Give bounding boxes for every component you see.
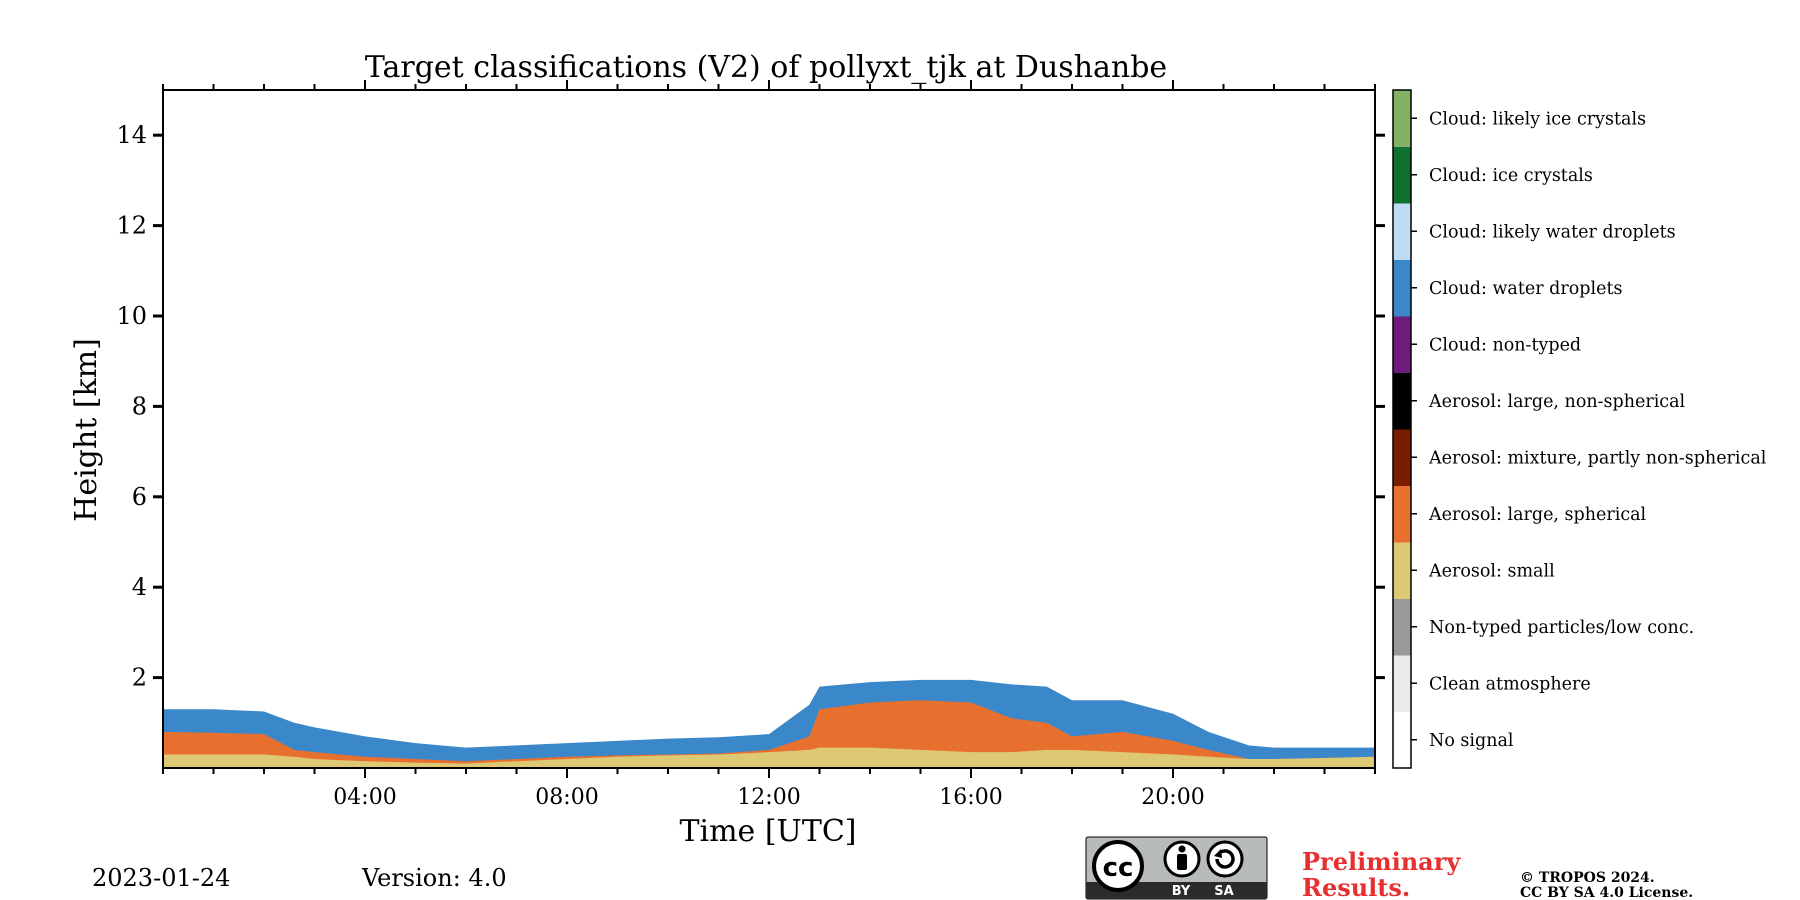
y-ticks: 2 4 6 8 10 12 14 bbox=[116, 121, 1385, 692]
footer-date: 2023-01-24 bbox=[92, 864, 230, 892]
colorbar-swatch bbox=[1393, 598, 1411, 656]
copyright-line2: CC BY SA 4.0 License. bbox=[1520, 885, 1693, 900]
colorbar-swatch bbox=[1393, 485, 1411, 543]
badge-sa-label: SA bbox=[1214, 884, 1233, 899]
x-ticks: 04:00 08:00 12:00 16:00 20:00 bbox=[162, 80, 1376, 810]
plot-background bbox=[163, 90, 1375, 768]
badge-by-label: BY bbox=[1172, 884, 1191, 899]
colorbar-label: Cloud: likely ice crystals bbox=[1429, 109, 1646, 129]
y-tick-label: 4 bbox=[132, 573, 147, 601]
colorbar-label: Aerosol: small bbox=[1428, 561, 1555, 581]
colorbar-label: Aerosol: large, non-spherical bbox=[1428, 392, 1686, 412]
colorbar: No signal Clean atmosphere Non-typed parti… bbox=[1392, 89, 1767, 769]
colorbar-swatch bbox=[1393, 372, 1411, 430]
x-tick-label: 08:00 bbox=[535, 785, 598, 810]
sa-icon bbox=[1206, 840, 1244, 878]
colorbar-swatch bbox=[1393, 146, 1411, 204]
y-tick-label: 12 bbox=[116, 212, 147, 240]
cc-license-badge: cc BY SA bbox=[1085, 836, 1268, 900]
colorbar-swatch bbox=[1393, 711, 1411, 769]
classification-layers bbox=[163, 679, 1375, 768]
colorbar-label: Aerosol: large, spherical bbox=[1428, 505, 1647, 525]
y-tick-label: 10 bbox=[116, 302, 147, 330]
colorbar-label: Non-typed particles/low conc. bbox=[1429, 618, 1694, 638]
colorbar-label: Aerosol: mixture, partly non-spherical bbox=[1428, 448, 1767, 468]
colorbar-label: No signal bbox=[1429, 731, 1514, 751]
layer-aerosol-small bbox=[163, 747, 1375, 768]
preliminary-results-line2: Results. bbox=[1302, 873, 1410, 900]
colorbar-swatch bbox=[1393, 90, 1411, 147]
colorbar-label: Cloud: water droplets bbox=[1429, 279, 1622, 299]
colorbar-swatch bbox=[1393, 542, 1411, 599]
colorbar-label: Cloud: likely water droplets bbox=[1429, 222, 1676, 242]
y-axis-label: Height [km] bbox=[69, 338, 104, 522]
footer-version: Version: 4.0 bbox=[361, 864, 507, 892]
colorbar-swatch bbox=[1393, 259, 1411, 317]
chart-title: Target classifications (V2) of pollyxt_t… bbox=[365, 50, 1167, 85]
plot-area: 04:00 08:00 12:00 16:00 20:00 2 4 6 8 10 12 14 bbox=[116, 80, 1385, 810]
y-tick-label: 2 bbox=[132, 664, 147, 692]
y-tick-label: 14 bbox=[116, 121, 147, 149]
x-tick-label: 16:00 bbox=[939, 785, 1002, 810]
x-tick-label: 20:00 bbox=[1141, 785, 1204, 810]
copyright-line1: © TROPOS 2024. bbox=[1520, 870, 1655, 886]
colorbar-frame bbox=[1392, 89, 1412, 769]
y-tick-label: 8 bbox=[132, 392, 147, 420]
preliminary-results-line1: Preliminary bbox=[1302, 847, 1461, 876]
colorbar-swatch bbox=[1393, 655, 1411, 712]
x-axis-label: Time [UTC] bbox=[680, 814, 857, 849]
by-icon bbox=[1163, 840, 1201, 878]
colorbar-swatch bbox=[1393, 316, 1411, 373]
y-tick-label: 6 bbox=[132, 483, 147, 511]
cc-icon-text: cc bbox=[1103, 853, 1134, 883]
colorbar-swatch bbox=[1393, 203, 1411, 260]
colorbar-swatch bbox=[1393, 429, 1411, 486]
colorbar-label: Cloud: ice crystals bbox=[1429, 166, 1593, 186]
colorbar-label: Clean atmosphere bbox=[1429, 674, 1591, 694]
x-tick-label: 04:00 bbox=[333, 785, 396, 810]
colorbar-label: Cloud: non-typed bbox=[1429, 335, 1581, 355]
x-tick-label: 12:00 bbox=[737, 785, 800, 810]
cc-icon bbox=[1092, 840, 1144, 892]
